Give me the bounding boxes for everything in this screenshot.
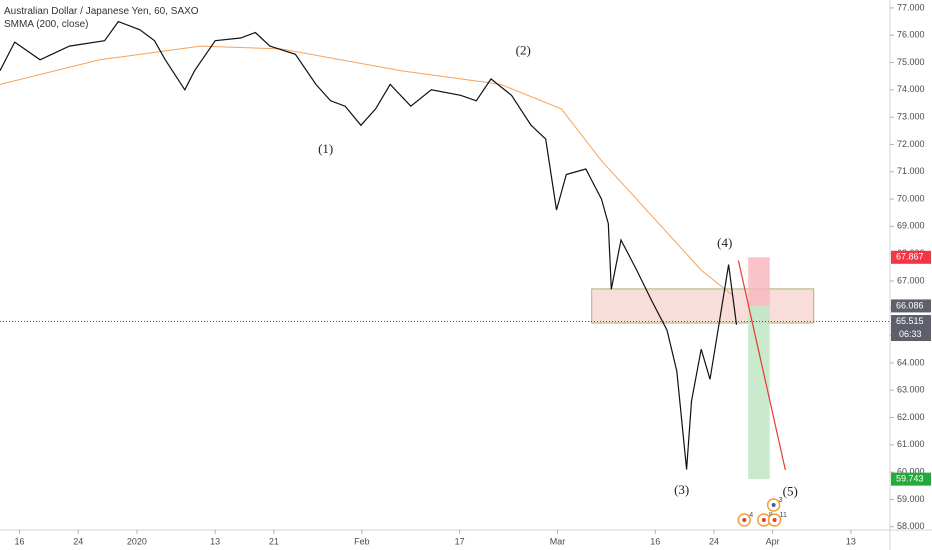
price-label-bg (891, 299, 931, 313)
price-label-bg (891, 472, 931, 486)
x-tick-label: 16 (15, 536, 25, 546)
y-tick-label: 61.000 (897, 439, 925, 449)
zone (748, 305, 770, 480)
event-dot (742, 518, 747, 522)
projection-arrow (737, 260, 786, 471)
event-dot (771, 503, 776, 507)
current-price-bg (891, 315, 931, 342)
x-tick-label: Apr (766, 536, 780, 546)
y-tick-label: 73.000 (897, 112, 925, 122)
price-line (0, 20, 738, 470)
zone (591, 288, 815, 324)
y-tick-label: 74.000 (897, 84, 925, 94)
price-label-bg (891, 250, 931, 264)
y-tick-label: 62.000 (897, 412, 925, 422)
y-tick-label: 69.000 (897, 221, 925, 231)
x-tick-label: 24 (709, 536, 719, 546)
x-tick-label: 2020 (127, 536, 147, 546)
y-tick-label: 59.000 (897, 494, 925, 504)
price-label: 66.086 (896, 300, 924, 310)
countdown-label: 06:33 (899, 329, 922, 339)
plot: (1)(2)(3)(4)(5)48113 (0, 7, 894, 534)
event-count: 3 (779, 497, 783, 504)
y-tick-label: 64.000 (897, 357, 925, 367)
x-tick-label: 13 (210, 536, 220, 546)
price-label: 59.743 (896, 474, 924, 484)
y-tick-label: 76.000 (897, 30, 925, 40)
zone (748, 257, 770, 306)
chart-title: Australian Dollar / Japanese Yen, 60, SA… (4, 6, 199, 17)
wave-label: (1) (318, 141, 333, 156)
x-tick-label: 17 (455, 536, 465, 546)
x-tick-label: 16 (650, 536, 660, 546)
wave-label: (5) (783, 484, 798, 499)
event-count: 11 (780, 512, 787, 519)
y-tick-label: 60.000 (897, 466, 925, 476)
y-tick-label: 75.000 (897, 57, 925, 67)
x-tick-label: Feb (354, 536, 370, 546)
indicator-name: SMMA (200, close) (4, 19, 88, 30)
x-tick-label: Mar (550, 536, 566, 546)
y-tick-label: 71.000 (897, 166, 925, 176)
y-tick-label: 72.000 (897, 139, 925, 149)
y-tick-label: 58.000 (897, 521, 925, 531)
wave-label: (3) (674, 482, 689, 497)
event-dot (761, 518, 766, 522)
y-tick-label: 70.000 (897, 193, 925, 203)
current-price-label: 65.515 (896, 316, 924, 326)
wave-label: (2) (516, 43, 531, 58)
y-tick-label: 67.000 (897, 275, 925, 285)
event-dot (772, 518, 777, 522)
y-tick-label: 63.000 (897, 385, 925, 395)
x-tick-label: 21 (269, 536, 279, 546)
x-tick-label: 13 (846, 536, 856, 546)
wave-label: (4) (717, 235, 732, 250)
y-tick-label: 77.000 (897, 2, 925, 12)
smma-line (0, 45, 732, 295)
x-tick-label: 24 (73, 536, 83, 546)
price-label: 67.867 (896, 252, 924, 262)
event-count: 4 (749, 512, 753, 519)
